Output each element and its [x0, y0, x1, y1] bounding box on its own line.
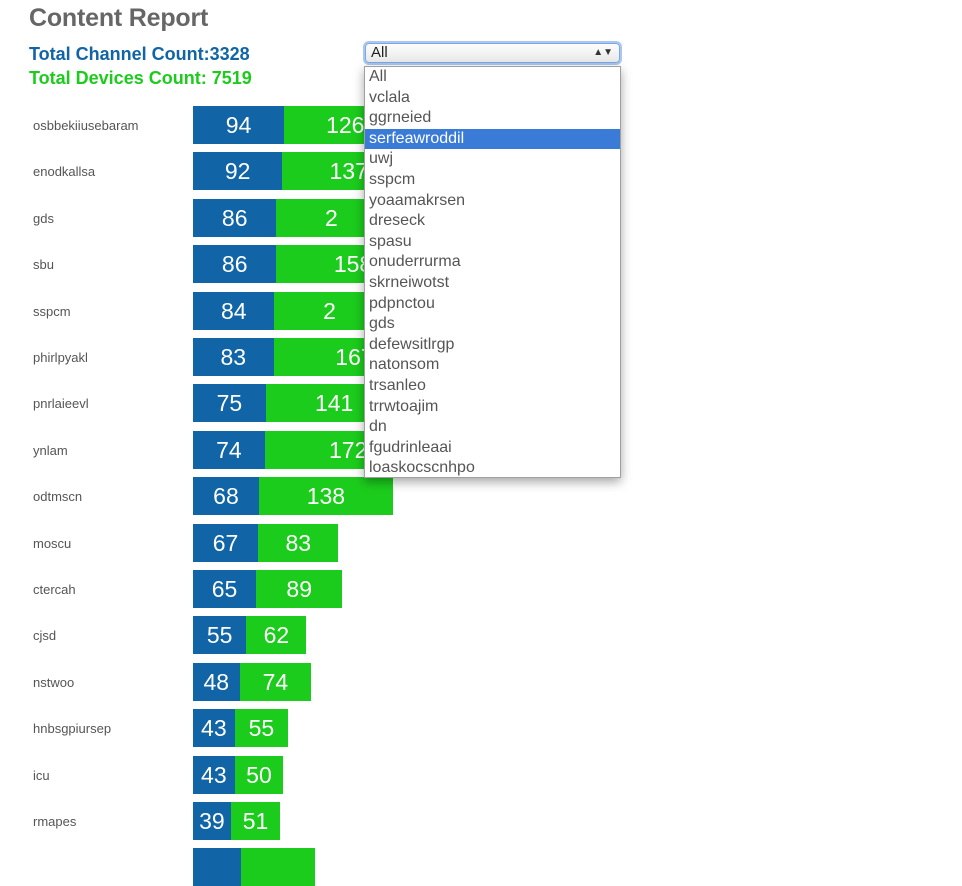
channel-bar: 43: [193, 755, 235, 794]
channel-bar: 75: [193, 384, 266, 423]
row-label: icu: [33, 767, 50, 783]
devices-bar: 62: [246, 616, 307, 655]
channel-bar: 55: [193, 616, 247, 655]
dropdown-option[interactable]: sspcm: [369, 170, 416, 188]
devices-bar: 138: [258, 477, 393, 516]
dropdown-option[interactable]: loaskocscnhpo: [369, 459, 475, 477]
dropdown-option[interactable]: serfeawroddil: [365, 128, 620, 150]
channel-bar: [193, 848, 241, 886]
channel-bar: 43: [193, 709, 235, 748]
row-label: rmapes: [33, 814, 77, 829]
row-label: enodkallsa: [33, 164, 96, 180]
channel-bar: 65: [193, 570, 257, 608]
row-label: pnrlaieevl: [33, 396, 89, 412]
row-label: osbbekiiusebaram: [33, 118, 139, 133]
devices-bar: 83: [257, 523, 339, 562]
devices-bar: 55: [234, 709, 289, 748]
devices-bar: 89: [256, 570, 343, 608]
filter-select-value: All: [371, 44, 388, 61]
dropdown-option[interactable]: All: [369, 68, 387, 85]
page-title: Content Report: [29, 4, 209, 32]
dropdown-option[interactable]: trrwtoajim: [369, 397, 439, 415]
channel-bar: 68: [193, 477, 259, 516]
dropdown-option[interactable]: gds: [369, 315, 395, 333]
dropdown-option[interactable]: dreseck: [369, 212, 426, 230]
dropdown-option[interactable]: trsanleo: [369, 376, 426, 394]
row-label: hnbsgpiursep: [33, 721, 112, 737]
channel-bar: 48: [193, 662, 240, 701]
dropdown-option[interactable]: fgudrinleaai: [369, 438, 452, 456]
devices-bar: 51: [230, 802, 281, 840]
row-label: gds: [33, 210, 54, 226]
channel-bar: 86: [193, 198, 277, 237]
dropdown-option[interactable]: pdpnctou: [369, 294, 435, 312]
dropdown-option[interactable]: skrneiwotst: [369, 273, 450, 291]
channel-bar: 74: [193, 430, 265, 469]
channel-bar: 92: [193, 152, 283, 191]
row-label: sbu: [33, 257, 54, 273]
row-label: sspcm: [33, 303, 71, 319]
channel-bar: 86: [193, 245, 277, 284]
dropdown-option[interactable]: uwj: [369, 150, 394, 168]
total-channel-count: Total Channel Count:3328: [29, 44, 250, 64]
channel-bar: 67: [193, 523, 258, 562]
dropdown-option[interactable]: ggrneied: [369, 109, 432, 127]
select-arrows-icon: ▲▼: [593, 47, 613, 58]
row-label: odtmscn: [33, 489, 83, 505]
dropdown-option[interactable]: defewsitlrgp: [369, 335, 455, 353]
devices-bar: 50: [234, 755, 284, 794]
row-label: ctercah: [33, 582, 76, 597]
row-label: phirlpyakl: [33, 350, 88, 365]
row-label: nstwoo: [33, 674, 75, 690]
row-label: moscu: [33, 535, 72, 551]
devices-bar: [241, 848, 315, 886]
devices-bar: 74: [239, 662, 312, 701]
dropdown-option[interactable]: vclala: [369, 88, 410, 106]
channel-bar: 84: [193, 291, 275, 330]
filter-select[interactable]: All ▲▼: [365, 43, 620, 63]
channel-bar: 83: [193, 338, 274, 376]
channel-bar: 39: [193, 802, 231, 840]
channel-bar: 94: [193, 106, 285, 144]
row-label: cjsd: [33, 628, 57, 644]
dropdown-option[interactable]: yoaamakrsen: [369, 191, 466, 209]
dropdown-option[interactable]: dn: [369, 418, 387, 436]
filter-dropdown-list[interactable]: All vclala ggrneied serfeawroddil uwj sspcm yo…: [364, 66, 621, 478]
dropdown-option[interactable]: natonsom: [369, 356, 440, 374]
dropdown-option[interactable]: onuderrurma: [369, 253, 461, 271]
dropdown-option[interactable]: spasu: [369, 232, 412, 250]
row-label: ynlam: [33, 442, 68, 458]
total-devices-count: Total Devices Count: 7519: [29, 68, 252, 88]
